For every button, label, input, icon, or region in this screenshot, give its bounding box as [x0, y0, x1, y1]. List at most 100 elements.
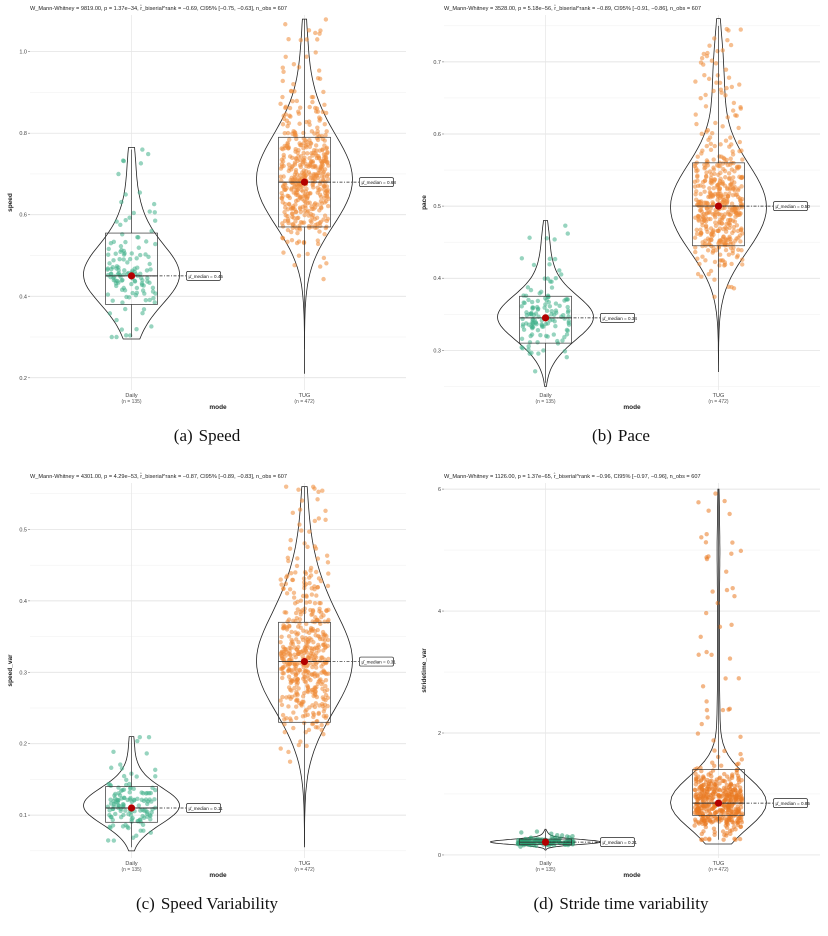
- data-point: [315, 76, 321, 81]
- data-point: [118, 222, 123, 228]
- data-point: [707, 818, 713, 823]
- data-point: [134, 774, 139, 779]
- data-point: [717, 178, 723, 184]
- data-point: [288, 652, 293, 657]
- data-point: [712, 763, 717, 769]
- data-point: [537, 291, 542, 296]
- data-point: [323, 508, 328, 513]
- data-point: [295, 158, 300, 164]
- data-point: [151, 201, 157, 207]
- data-point: [735, 773, 741, 779]
- data-point: [150, 285, 156, 291]
- data-point: [535, 327, 541, 333]
- data-point: [724, 821, 730, 826]
- data-point: [703, 211, 709, 216]
- data-point: [134, 833, 139, 838]
- data-point: [140, 278, 145, 283]
- data-point: [728, 187, 733, 192]
- data-point: [708, 226, 714, 231]
- data-point: [324, 184, 330, 189]
- data-point: [283, 22, 288, 27]
- data-point: [294, 563, 300, 569]
- data-point: [111, 258, 116, 263]
- data-point: [729, 803, 735, 808]
- data-point: [712, 177, 718, 182]
- data-point: [560, 338, 565, 343]
- data-point: [128, 795, 133, 801]
- data-point: [712, 789, 717, 795]
- data-point: [293, 704, 299, 709]
- data-point: [729, 775, 735, 781]
- data-point: [319, 614, 324, 620]
- data-point: [302, 158, 307, 163]
- data-point: [113, 251, 118, 256]
- data-point: [118, 762, 123, 767]
- data-point: [293, 198, 299, 204]
- data-point: [714, 809, 719, 814]
- x-tick-count: (n = 472): [708, 399, 728, 405]
- data-point: [286, 674, 292, 679]
- data-point: [288, 88, 294, 94]
- data-point: [697, 261, 702, 267]
- data-point: [295, 556, 300, 561]
- data-point: [119, 247, 124, 253]
- data-point: [285, 668, 291, 674]
- data-point: [280, 694, 285, 700]
- data-point: [732, 169, 737, 174]
- data-point: [144, 268, 150, 273]
- data-point: [708, 793, 714, 798]
- data-point: [717, 624, 723, 630]
- data-point: [278, 698, 283, 703]
- data-point: [708, 177, 714, 183]
- y-tick-label: 4: [438, 609, 441, 615]
- data-point: [320, 109, 326, 115]
- data-point: [317, 118, 322, 123]
- violin-outline: [490, 828, 601, 851]
- data-point: [729, 551, 734, 556]
- box: [692, 162, 745, 247]
- data-point: [740, 157, 745, 162]
- data-point: [719, 90, 724, 95]
- data-point: [326, 163, 331, 168]
- data-point: [118, 274, 123, 280]
- data-point: [717, 263, 722, 268]
- data-point: [301, 130, 306, 136]
- data-point: [697, 812, 703, 817]
- caption: (d) Stride time variability: [414, 894, 828, 914]
- data-point: [109, 266, 114, 272]
- data-point: [290, 510, 296, 516]
- data-point: [123, 217, 128, 223]
- data-point: [288, 646, 294, 651]
- x-tick-label: TUG: [299, 393, 311, 399]
- data-point: [710, 806, 715, 811]
- chart-speed: W_Mann-Whitney = 9819.00, p = 1.37e−34, …: [7, 5, 406, 411]
- data-point: [693, 249, 698, 255]
- data-point: [553, 301, 559, 306]
- data-point: [285, 239, 290, 245]
- data-point: [709, 231, 714, 237]
- data-point: [283, 647, 288, 652]
- data-point: [288, 687, 293, 692]
- data-point: [312, 176, 318, 182]
- data-point: [130, 290, 135, 296]
- data-point: [320, 701, 325, 707]
- data-point: [308, 607, 313, 613]
- data-point: [316, 516, 322, 521]
- data-point: [323, 678, 329, 683]
- data-point: [722, 832, 727, 838]
- data-point: [703, 610, 709, 616]
- x-tick-count: (n = 135): [121, 867, 141, 873]
- data-point: [543, 333, 549, 339]
- data-point: [134, 285, 140, 291]
- data-point: [699, 203, 705, 208]
- data-point: [722, 748, 727, 754]
- data-point: [283, 484, 289, 489]
- data-point: [318, 28, 323, 33]
- data-point: [324, 129, 329, 134]
- data-point: [722, 798, 727, 803]
- data-point: [280, 122, 286, 127]
- data-point: [708, 141, 714, 147]
- data-point: [699, 209, 704, 214]
- data-point: [310, 710, 316, 716]
- data-point: [710, 131, 715, 136]
